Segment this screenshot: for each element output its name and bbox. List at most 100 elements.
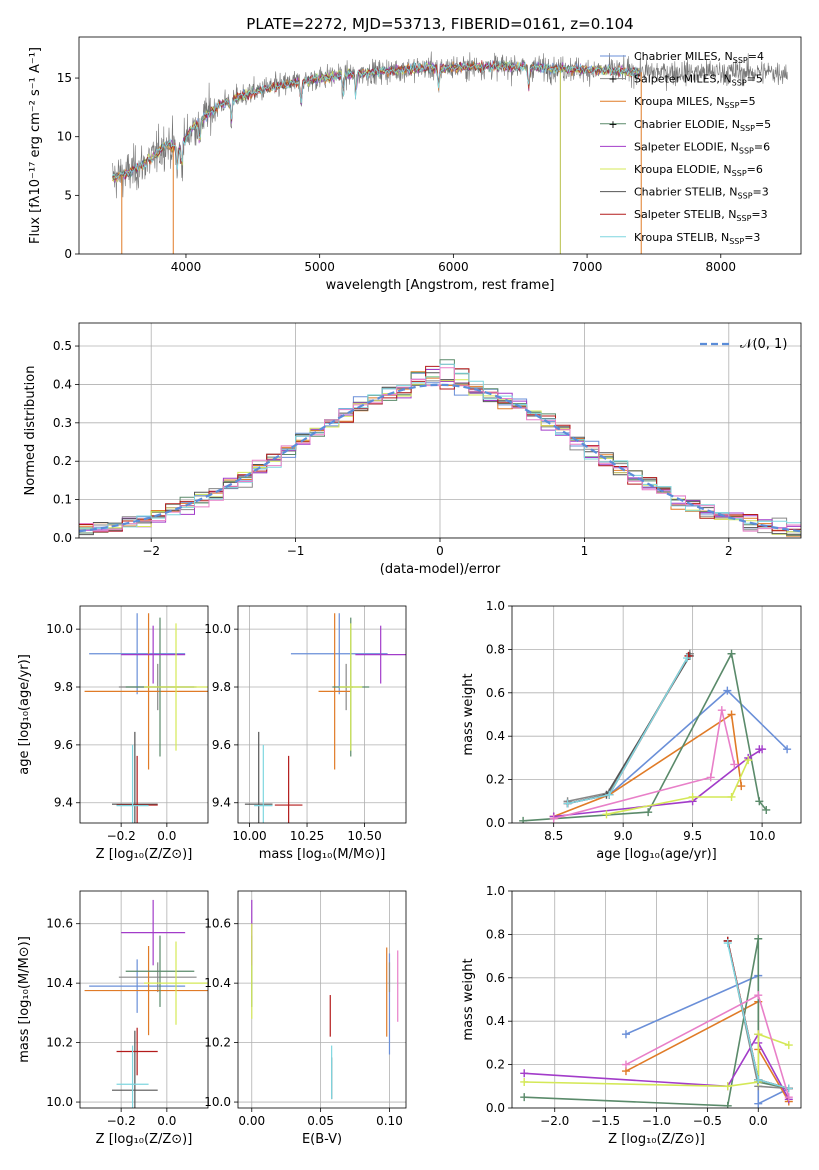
x-tick-label: 0 <box>436 544 444 558</box>
legend-label-count: =3 <box>744 231 760 244</box>
weight-point-marker <box>727 710 736 719</box>
x-tick-label: 0.00 <box>238 1114 265 1128</box>
legend-label-sub: SSP <box>738 192 753 201</box>
x-tick-label: −0.5 <box>693 1114 722 1128</box>
x-tick-label: 5000 <box>304 260 335 274</box>
y-tick-label: 9.8 <box>54 680 73 694</box>
legend-label-count: =6 <box>754 140 770 153</box>
y-tick-label: 0.6 <box>486 971 505 985</box>
weight-point-marker <box>621 1030 630 1039</box>
legend-label: Chabrier MILES, NSSP=4 <box>634 50 764 65</box>
x-axis-label: Z [log₁₀(Z/Z⊙)] <box>96 1132 193 1147</box>
weight-point-marker <box>605 790 614 799</box>
plot-area-spectrum <box>112 51 788 254</box>
legend-label-sub: SSP <box>739 146 754 155</box>
x-tick-label: 10.25 <box>290 829 324 843</box>
y-tick-label: 10.0 <box>204 1095 231 1109</box>
x-tick-label: 0.10 <box>376 1114 403 1128</box>
legend-label-count: =4 <box>748 50 764 63</box>
x-tick-label: 10.0 <box>749 829 776 843</box>
weight-point-marker <box>730 760 739 769</box>
legend-label: Kroupa STELIB, NSSP=3 <box>634 231 760 246</box>
legend-label-sub: SSP <box>733 56 748 65</box>
legend-label-name: Salpeter STELIB, N <box>634 208 736 221</box>
y-tick-label: 10.2 <box>204 1036 231 1050</box>
legend-label: Kroupa MILES, NSSP=5 <box>634 95 756 110</box>
legend-label-sub: SSP <box>724 101 739 110</box>
y-tick-label: 0.0 <box>486 816 505 830</box>
y-tick-label: 10.0 <box>46 622 73 636</box>
x-axis-label: Z [log₁₀(Z/Z⊙)] <box>608 1132 705 1147</box>
legend-label-count: =3 <box>751 208 767 221</box>
axes-frame <box>237 605 407 824</box>
weight-point-marker <box>723 1082 732 1091</box>
weight-point-marker <box>723 1101 732 1108</box>
x-tick-label: 0.0 <box>157 829 176 843</box>
y-tick-label: 0.0 <box>53 531 72 545</box>
legend-label-count: =3 <box>753 186 769 199</box>
weight-point-marker <box>520 1069 529 1078</box>
weight-point-marker <box>744 756 753 765</box>
legend-marker: + <box>608 118 617 131</box>
legend-label-name: Salpeter MILES, N <box>634 73 732 86</box>
legend-label-sub: SSP <box>740 124 755 133</box>
legend-marker: + <box>608 73 617 86</box>
y-axis-label: mass weight <box>461 958 476 1040</box>
y-tick-label: 0.4 <box>53 377 72 391</box>
plot-area-age_vs_mass <box>238 606 406 823</box>
panel-mass_vs_Z: −0.2 0.0 10.0 10.2 10.4 10.6 Z [log₁₀(Z/Z⊙)] ma… <box>17 890 209 1147</box>
weight-point-marker <box>754 1030 763 1039</box>
x-tick-label: 7000 <box>572 260 603 274</box>
axes-frame <box>78 36 802 255</box>
y-axis-label: mass [log₁₀(M/M⊙)] <box>17 936 32 1063</box>
legend-label-name: Chabrier ELODIE, N <box>634 118 740 131</box>
x-tick-label: 2 <box>725 544 733 558</box>
normal-curve <box>79 383 801 533</box>
y-tick-label: 0.0 <box>486 1101 505 1115</box>
weight-point-marker <box>754 934 763 943</box>
weight-point-marker <box>754 1099 763 1108</box>
y-tick-label: 0.2 <box>486 1058 505 1072</box>
weight-point-marker <box>706 773 715 782</box>
plot-area-weight_vs_age <box>512 606 801 823</box>
y-tick-label: 9.6 <box>54 738 73 752</box>
legend-label-name: Kroupa MILES, N <box>634 95 724 108</box>
legend-label-sub: SSP <box>732 79 747 88</box>
x-tick-label: 8.5 <box>544 829 563 843</box>
weight-point-marker <box>723 686 732 695</box>
x-tick-label: 0.0 <box>749 1114 768 1128</box>
legend-label: Chabrier STELIB, NSSP=3 <box>634 186 769 201</box>
weight-point-marker <box>688 792 697 801</box>
weight-point-marker <box>737 782 746 791</box>
weight-series-line <box>553 713 743 818</box>
y-tick-label: 0.2 <box>53 454 72 468</box>
model-spectrum-line <box>112 60 640 179</box>
plot-area-residuals <box>79 323 801 538</box>
y-axis-label: Flux [fλ10⁻¹⁷ erg cm⁻² s⁻¹ A⁻¹] <box>28 47 43 244</box>
weight-point-marker <box>784 1041 793 1050</box>
panel-weight_vs_age: 8.5 9.0 9.5 10.0 0.0 0.2 0.4 0.6 0.8 1.0 age [log₁… <box>461 599 802 862</box>
weight-point-marker <box>755 797 764 806</box>
x-tick-label: 10.00 <box>232 829 266 843</box>
x-tick-label: 0.05 <box>307 1114 334 1128</box>
y-axis-label: age [log₁₀(age/yr)] <box>17 654 32 775</box>
x-tick-label: −2 <box>142 544 160 558</box>
y-tick-label: 10.6 <box>46 917 73 931</box>
x-axis-label: wavelength [Angstrom, rest frame] <box>326 278 555 293</box>
legend-label: Chabrier ELODIE, NSSP=5 <box>634 118 771 133</box>
weight-series-line <box>606 759 749 816</box>
legend-label-count: =5 <box>739 95 755 108</box>
weight-point-marker <box>520 1093 529 1102</box>
weight-point-marker <box>754 991 763 1000</box>
y-tick-label: 10.4 <box>204 976 231 990</box>
legend-label-name: Chabrier STELIB, N <box>634 186 738 199</box>
legend-label: 𝒩(0, 1) <box>740 337 787 352</box>
weight-point-marker <box>519 816 528 823</box>
y-tick-label: 10.6 <box>204 917 231 931</box>
legend-label: Kroupa ELODIE, NSSP=6 <box>634 163 763 178</box>
y-tick-label: 10 <box>57 130 72 144</box>
y-tick-label: 10.4 <box>46 976 73 990</box>
x-tick-label: 9.5 <box>683 829 702 843</box>
x-tick-label: −1 <box>287 544 305 558</box>
x-axis-label: (data-model)/error <box>380 562 501 577</box>
